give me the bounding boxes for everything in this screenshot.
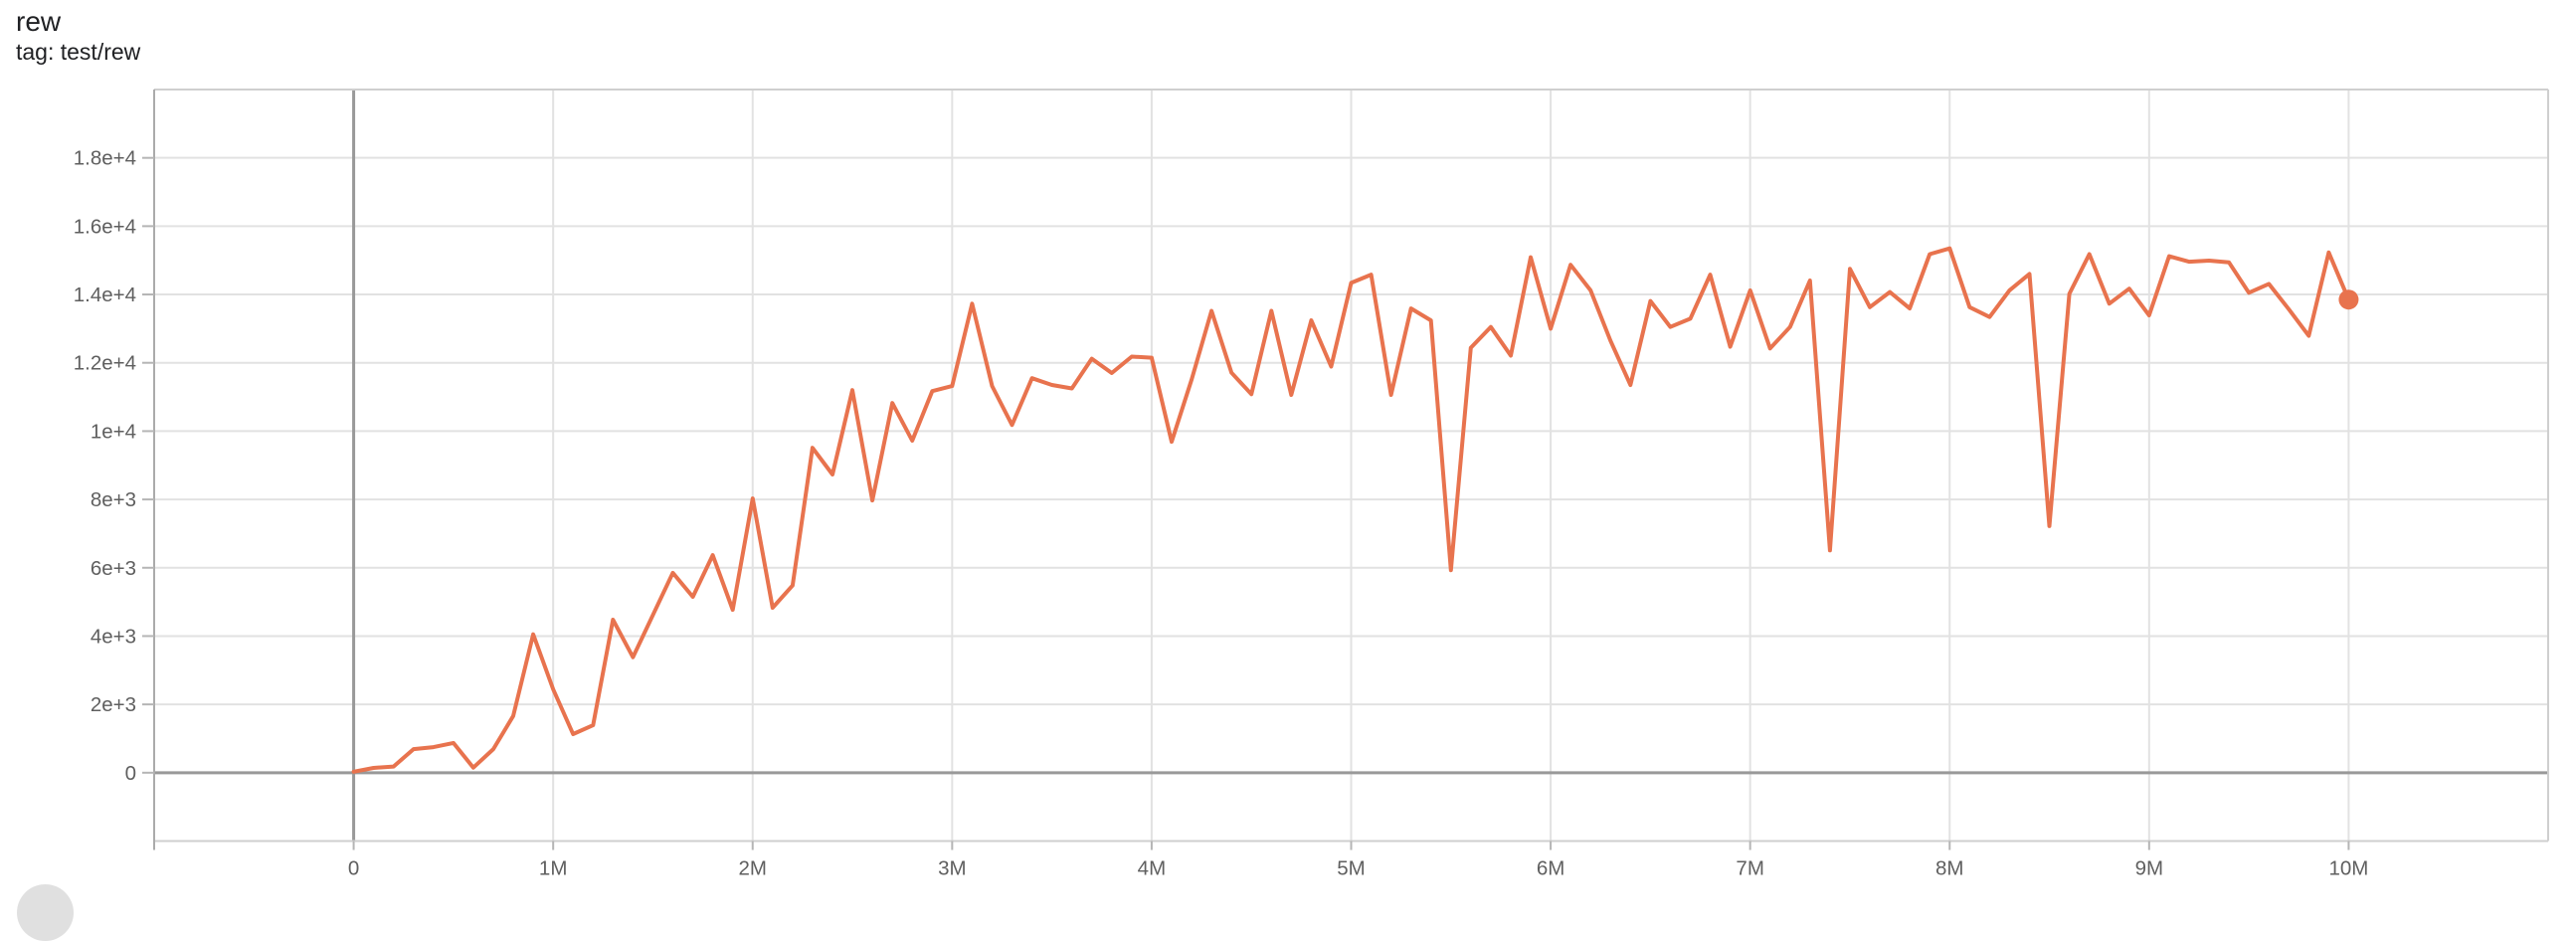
x-tick-label: 6M [1537,857,1564,880]
y-tick-label: 4e+3 [91,625,136,648]
y-tick-label: 0 [125,762,136,785]
y-tick-label: 1.2e+4 [74,352,136,375]
x-tick-label: 7M [1736,857,1763,880]
y-tick-label: 8e+3 [91,488,136,511]
scalar-line-chart[interactable]: 0 2e+3 4e+3 6e+3 8e+3 1e+4 1.2e+4 1.4e+4 1.6e+4 1… [0,0,2576,897]
x-tick-label: 10M [2328,857,2368,880]
chart-title: rew [16,6,62,37]
last-point-marker [2338,289,2359,310]
y-tick-label: 1e+4 [91,420,136,443]
x-tick-label: 0 [348,857,359,880]
y-tick-label: 1.8e+4 [74,147,136,170]
x-tick-label: 9M [2135,857,2163,880]
x-tick-label: 3M [938,857,966,880]
x-tick-label: 8M [1935,857,1963,880]
x-tick-label: 5M [1337,857,1365,880]
corner-button[interactable] [17,884,74,941]
y-tick-label: 6e+3 [91,557,136,580]
chart-line [351,246,2351,774]
chart-tag-subtitle: tag: test/rew [16,39,141,65]
y-tick-label: 1.6e+4 [74,215,136,238]
chart-header: rew tag: test/rew [16,5,140,66]
y-tick-label: 2e+3 [91,693,136,716]
x-tick-label: 2M [739,857,767,880]
x-tick-label: 4M [1138,857,1166,880]
y-tick-label: 1.4e+4 [74,283,136,306]
x-tick-label: 1M [539,857,567,880]
